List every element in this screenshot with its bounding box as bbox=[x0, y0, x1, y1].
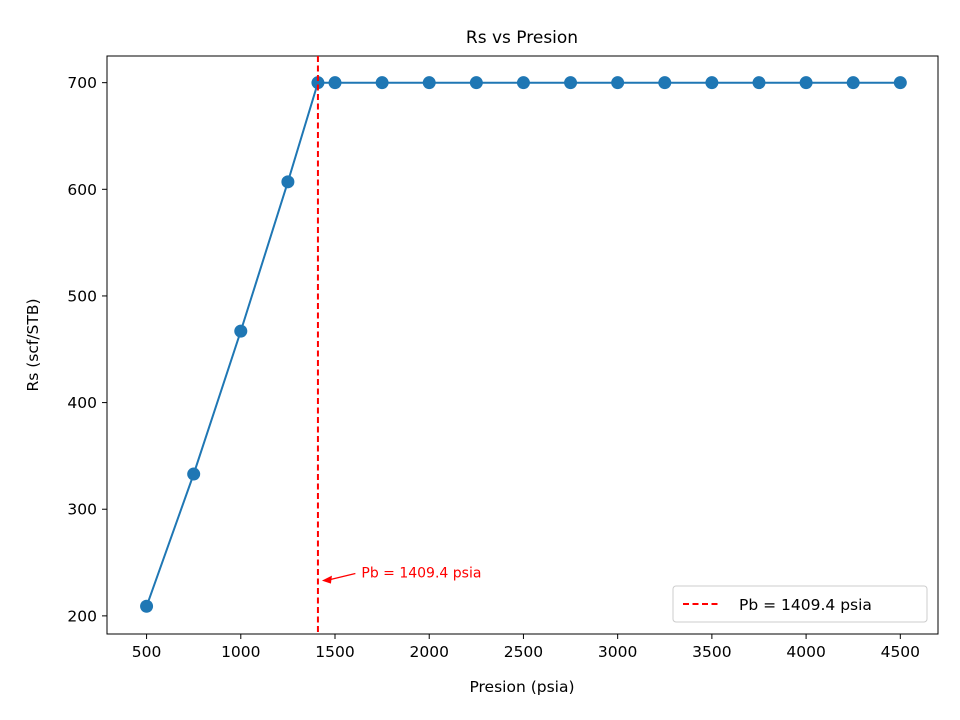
x-axis-label: Presion (psia) bbox=[469, 678, 574, 696]
x-tick-label: 1500 bbox=[315, 643, 354, 661]
data-point bbox=[611, 76, 625, 90]
data-point bbox=[893, 76, 907, 90]
x-tick-label: 2500 bbox=[504, 643, 543, 661]
data-point bbox=[328, 76, 342, 90]
x-tick-label: 2000 bbox=[409, 643, 448, 661]
annotation-arrow-head bbox=[321, 575, 332, 584]
data-point bbox=[658, 76, 672, 90]
plot-area: 500 1000 1500 2000 2500 3000 3500 4000 4500 200 30… bbox=[67, 55, 939, 661]
y-axis-label: Rs (scf/STB) bbox=[24, 298, 42, 391]
y-tick-label: 500 bbox=[67, 287, 97, 305]
y-tick-label: 400 bbox=[67, 394, 97, 412]
x-tick-label: 1000 bbox=[221, 643, 260, 661]
y-tick-label: 300 bbox=[67, 501, 97, 519]
legend-label: Pb = 1409.4 psia bbox=[739, 596, 872, 614]
data-point bbox=[234, 324, 248, 338]
legend-box bbox=[672, 585, 928, 623]
data-point bbox=[140, 599, 154, 613]
x-tick-label: 3500 bbox=[692, 643, 731, 661]
y-tick-label: 700 bbox=[67, 74, 97, 92]
x-tick-label: 4000 bbox=[786, 643, 825, 661]
data-point bbox=[752, 76, 766, 90]
series-line bbox=[145, 81, 901, 607]
data-point bbox=[846, 76, 860, 90]
plot-frame bbox=[106, 55, 939, 635]
data-point bbox=[469, 76, 483, 90]
chart-title: Rs vs Presion bbox=[466, 28, 578, 48]
data-point bbox=[799, 76, 813, 90]
data-point bbox=[311, 76, 325, 90]
x-tick-label: 3000 bbox=[598, 643, 637, 661]
data-point bbox=[375, 76, 389, 90]
data-point bbox=[516, 76, 530, 90]
data-point bbox=[422, 76, 436, 90]
y-tick-label: 600 bbox=[67, 181, 97, 199]
data-point bbox=[187, 467, 201, 481]
legend: Pb = 1409.4 psia bbox=[672, 585, 928, 623]
x-tick-label: 500 bbox=[132, 643, 162, 661]
x-tick-label: 4500 bbox=[881, 643, 920, 661]
annotation-arrow-line bbox=[329, 572, 356, 581]
data-point bbox=[281, 175, 295, 189]
data-point bbox=[705, 76, 719, 90]
y-tick-label: 200 bbox=[67, 607, 97, 625]
annotation-text: Pb = 1409.4 psia bbox=[361, 565, 481, 581]
data-point bbox=[564, 76, 578, 90]
